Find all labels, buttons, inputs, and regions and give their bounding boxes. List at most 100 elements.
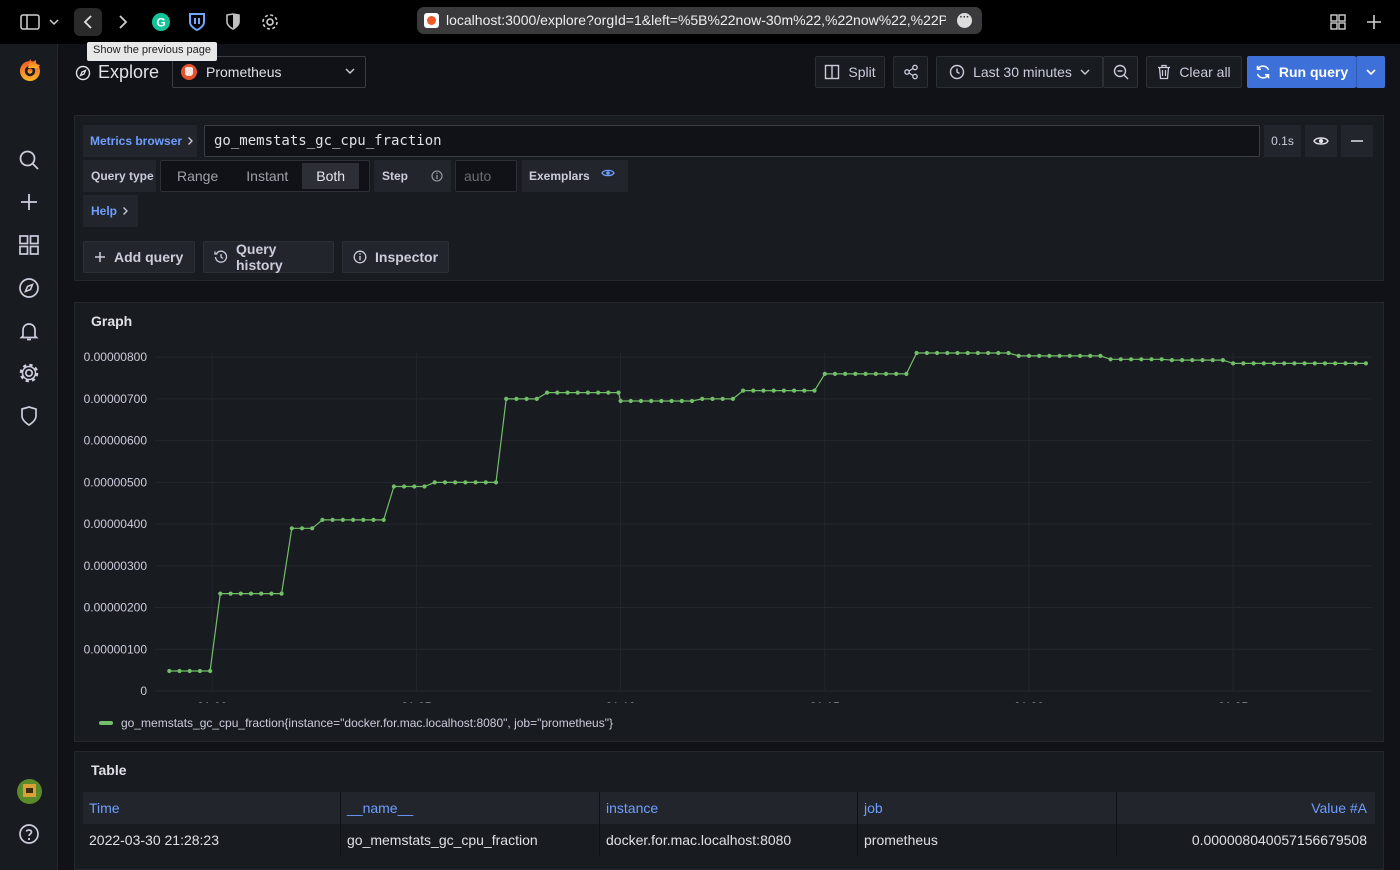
new-tab-icon[interactable] — [1360, 8, 1388, 36]
add-query-button[interactable]: Add query — [83, 241, 195, 273]
tab-overview-icon[interactable] — [1324, 8, 1352, 36]
query-type-range[interactable]: Range — [177, 168, 219, 184]
gear-icon[interactable] — [17, 361, 41, 385]
help-icon[interactable] — [17, 822, 41, 846]
data-point — [894, 371, 899, 376]
x-tick-label: 21:25 — [1218, 700, 1248, 703]
table-row: 2022-03-30 21:28:23 go_memstats_gc_cpu_f… — [83, 824, 1375, 856]
data-point — [606, 390, 611, 395]
data-point — [585, 390, 590, 395]
data-point — [218, 591, 223, 596]
shield-icon[interactable] — [17, 404, 41, 428]
collapse-query-button[interactable] — [1341, 125, 1373, 157]
time-series-chart[interactable]: 0 0.00000100 0.00000200 0.00000300 0.0000040… — [75, 303, 1385, 703]
data-point — [381, 517, 386, 522]
data-point — [361, 517, 366, 522]
avatar[interactable] — [17, 779, 42, 804]
data-point — [1139, 357, 1144, 362]
grafana-logo-icon[interactable] — [17, 57, 43, 83]
column-header-name[interactable]: __name__ — [341, 792, 600, 824]
step-input[interactable]: auto — [455, 160, 517, 192]
back-button[interactable] — [74, 8, 102, 36]
browser-toolbar: G localhost:3000/explore?orgId=1&left=%5… — [0, 0, 1400, 44]
data-point — [689, 398, 695, 404]
search-icon[interactable] — [17, 148, 41, 172]
inspector-label: Inspector — [375, 249, 439, 265]
query-type-instant[interactable]: Instant — [246, 168, 289, 184]
bitwarden-extension-icon[interactable] — [183, 8, 211, 36]
data-point — [955, 350, 960, 356]
y-tick-label: 0.00000100 — [84, 642, 148, 656]
data-point — [299, 526, 305, 531]
info-icon[interactable] — [431, 170, 443, 182]
data-point — [1047, 353, 1052, 358]
column-header-time[interactable]: Time — [83, 792, 341, 824]
y-tick-label: 0.00000400 — [84, 517, 148, 531]
x-tick-label: 21:05 — [401, 700, 431, 703]
sidebar — [0, 44, 58, 870]
exemplars-toggle[interactable]: Exemplars — [522, 160, 628, 192]
data-point — [761, 388, 766, 393]
datasource-picker[interactable]: Prometheus — [172, 56, 366, 88]
query-input[interactable]: go_memstats_gc_cpu_fraction — [204, 125, 1260, 157]
chevron-down-icon — [1080, 68, 1090, 76]
more-icon[interactable]: ··· — [957, 13, 972, 28]
metrics-browser-button[interactable]: Metrics browser — [83, 125, 197, 157]
chart-legend[interactable]: go_memstats_gc_cpu_fraction{instance="do… — [99, 716, 613, 730]
split-button[interactable]: Split — [815, 56, 885, 88]
toggle-visibility-button[interactable] — [1305, 125, 1337, 157]
data-point — [781, 388, 787, 393]
plus-icon[interactable] — [17, 190, 41, 214]
forward-button[interactable] — [109, 8, 137, 36]
data-point — [1169, 358, 1174, 363]
query-history-button[interactable]: Query history — [203, 241, 334, 273]
data-point — [628, 398, 633, 404]
data-point — [565, 390, 570, 395]
data-point — [843, 371, 848, 376]
data-point — [986, 350, 991, 356]
explore-icon[interactable] — [17, 276, 41, 300]
data-point — [1067, 353, 1072, 358]
data-point — [669, 398, 674, 404]
prometheus-logo-icon — [181, 64, 197, 80]
sidebar-toggle-icon[interactable] — [16, 8, 44, 36]
address-bar[interactable]: localhost:3000/explore?orgId=1&left=%5B%… — [417, 7, 982, 34]
bell-icon[interactable] — [17, 319, 41, 343]
clear-all-button[interactable]: Clear all — [1146, 56, 1242, 88]
column-header-job[interactable]: job — [858, 792, 1117, 824]
data-point — [1037, 353, 1042, 358]
gear-icon[interactable] — [256, 8, 284, 36]
data-point — [1210, 358, 1215, 363]
y-tick-label: 0.00000500 — [84, 475, 148, 489]
data-point — [618, 398, 623, 404]
zoom-out-icon — [1113, 64, 1129, 80]
grammarly-extension-icon[interactable]: G — [147, 8, 175, 36]
query-type-both[interactable]: Both — [302, 163, 360, 189]
plus-icon — [94, 251, 106, 263]
data-point — [945, 350, 950, 356]
data-point — [1251, 361, 1256, 366]
data-point — [483, 480, 488, 485]
data-point — [453, 480, 458, 485]
column-header-value[interactable]: Value #A — [1311, 800, 1367, 816]
dashboards-icon[interactable] — [17, 233, 41, 257]
data-point — [442, 480, 448, 485]
data-point — [1343, 361, 1348, 366]
step-label: Step — [382, 169, 409, 183]
column-header-instance[interactable]: instance — [600, 792, 858, 824]
data-point — [1220, 358, 1225, 363]
run-query-button[interactable]: Run query — [1247, 56, 1356, 88]
run-query-dropdown[interactable] — [1356, 56, 1385, 88]
data-point — [391, 484, 396, 489]
time-range-picker[interactable]: Last 30 minutes — [936, 56, 1103, 88]
help-toggle[interactable]: Help — [83, 195, 138, 227]
data-point — [289, 526, 294, 531]
data-point — [771, 388, 776, 393]
chevron-down-icon[interactable] — [44, 8, 64, 36]
inspector-button[interactable]: Inspector — [342, 241, 449, 273]
privacy-shield-icon[interactable] — [219, 8, 247, 36]
share-button[interactable] — [893, 56, 928, 88]
zoom-out-button[interactable] — [1103, 56, 1138, 88]
cell-name: go_memstats_gc_cpu_fraction — [341, 824, 600, 856]
data-point — [238, 591, 243, 596]
